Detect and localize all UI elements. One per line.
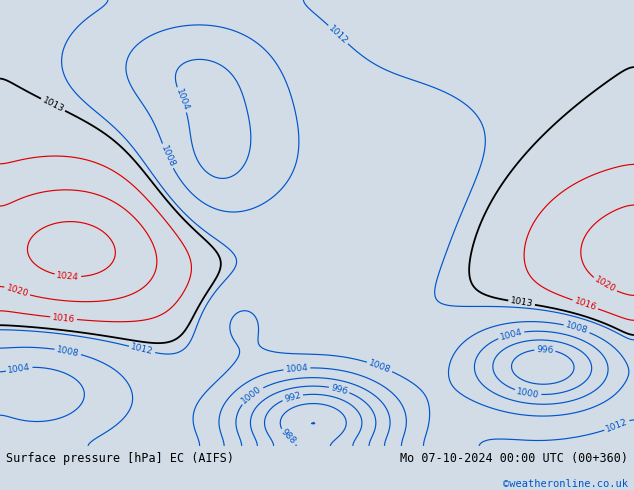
Text: 1012: 1012	[605, 417, 630, 434]
Text: 1020: 1020	[593, 275, 617, 294]
Text: 1020: 1020	[5, 283, 29, 299]
Text: 1012: 1012	[130, 343, 154, 357]
Text: 1016: 1016	[52, 313, 75, 324]
Text: 1004: 1004	[285, 363, 309, 374]
Text: 1013: 1013	[510, 296, 534, 309]
Text: 992: 992	[283, 391, 302, 404]
Text: 1004: 1004	[499, 327, 523, 342]
Text: 1004: 1004	[7, 362, 31, 374]
Text: 1008: 1008	[564, 320, 589, 336]
Text: 1000: 1000	[240, 384, 264, 406]
Text: Surface pressure [hPa] EC (AIFS): Surface pressure [hPa] EC (AIFS)	[6, 452, 235, 465]
Text: 1016: 1016	[573, 296, 598, 313]
Text: 1000: 1000	[516, 387, 540, 400]
Text: 1013: 1013	[41, 96, 65, 114]
Text: 996: 996	[330, 383, 349, 396]
Text: ©weatheronline.co.uk: ©weatheronline.co.uk	[503, 479, 628, 489]
Text: 1024: 1024	[56, 271, 80, 282]
Text: Mo 07-10-2024 00:00 UTC (00+360): Mo 07-10-2024 00:00 UTC (00+360)	[399, 452, 628, 465]
Text: 1012: 1012	[327, 24, 349, 46]
Text: 1008: 1008	[367, 358, 392, 375]
Text: 996: 996	[536, 344, 554, 355]
Text: 988: 988	[279, 428, 297, 446]
Text: 1004: 1004	[174, 88, 190, 112]
Text: 1008: 1008	[56, 345, 80, 358]
Text: 1008: 1008	[158, 144, 176, 169]
